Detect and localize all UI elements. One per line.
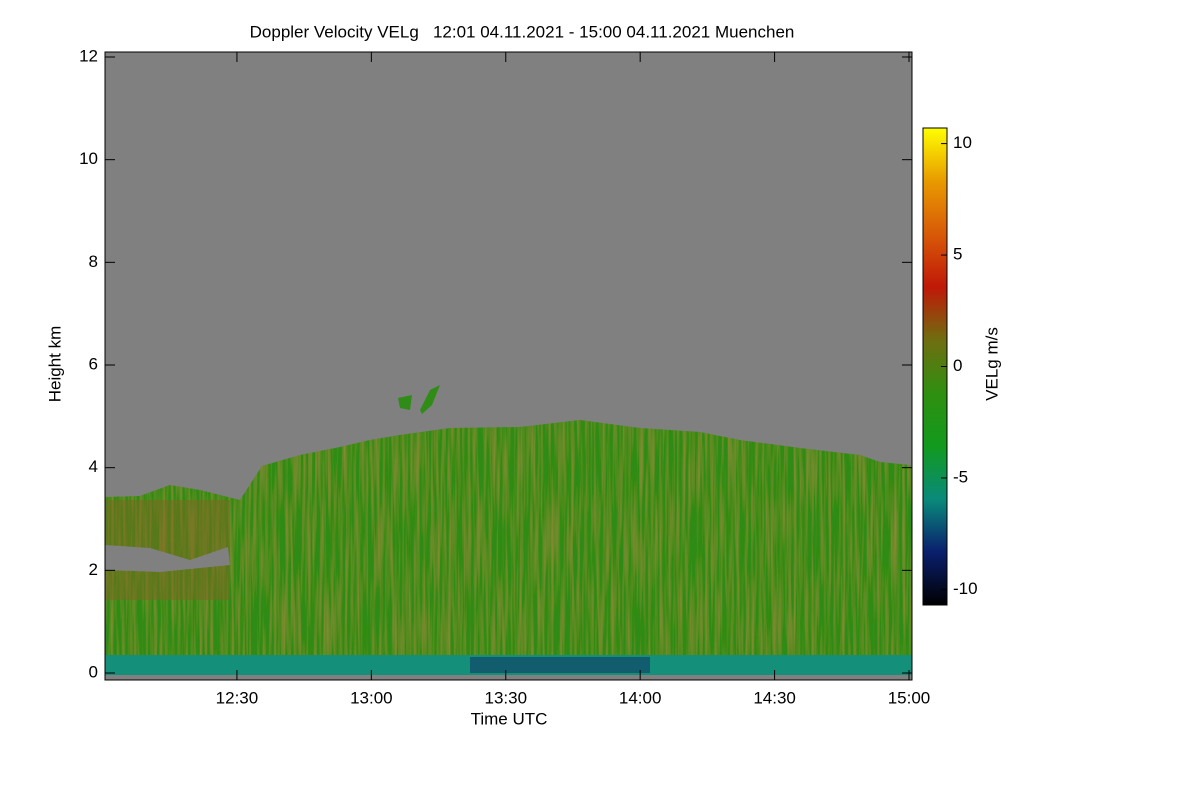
velocity-field — [105, 52, 912, 680]
colorbar-tick-label: -10 — [953, 579, 978, 598]
y-tick-label: 12 — [79, 46, 98, 65]
x-tick-label: 13:30 — [484, 688, 527, 707]
x-tick-label: 14:00 — [619, 688, 662, 707]
x-tick-label: 15:00 — [888, 688, 931, 707]
x-tick-label: 13:00 — [350, 688, 393, 707]
colorbar-label: VELg m/s — [982, 327, 1001, 401]
y-tick-label: 2 — [89, 560, 98, 579]
colorbar-tick-label: -5 — [953, 467, 968, 486]
y-tick-label: 6 — [89, 354, 98, 373]
colorbar-tick-label: 10 — [953, 133, 972, 152]
y-axis-label: Height km — [45, 326, 64, 403]
chart-title: Doppler Velocity VELg 12:01 04.11.2021 -… — [250, 22, 795, 41]
plot-frame — [104, 51, 913, 681]
x-tick-label: 14:30 — [753, 688, 796, 707]
colorbar-tick-label: 5 — [953, 245, 962, 264]
y-tick-label: 10 — [79, 149, 98, 168]
y-tick-label: 4 — [89, 457, 98, 476]
y-tick-label: 8 — [89, 252, 98, 271]
x-axis-label: Time UTC — [471, 709, 548, 728]
x-tick-label: 12:30 — [216, 688, 259, 707]
colorbar-tick-label: 0 — [953, 356, 962, 375]
y-tick-label: 0 — [89, 662, 98, 681]
